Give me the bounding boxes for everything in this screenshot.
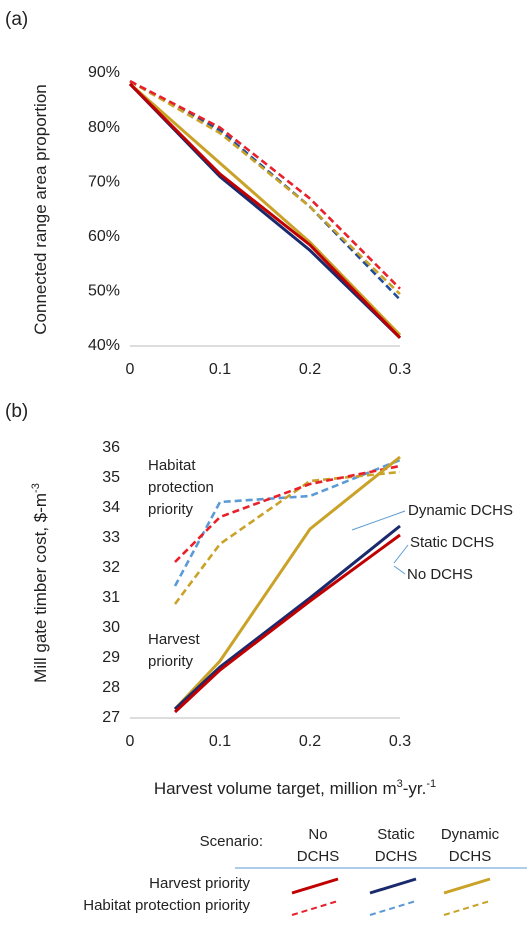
legend-swatch xyxy=(443,900,491,916)
series-line xyxy=(173,533,401,714)
label-part: Harvest volume target, million m xyxy=(154,779,397,798)
series-line xyxy=(128,82,402,339)
superscript: -1 xyxy=(426,778,436,790)
annotation: Habitat xyxy=(148,457,196,474)
y-tick-label: 27 xyxy=(102,709,120,726)
y-tick-label: 60% xyxy=(88,228,120,245)
legend-swatch xyxy=(291,877,339,895)
x-tick-label: 0 xyxy=(126,361,135,378)
series-line xyxy=(129,82,402,337)
series-line xyxy=(173,470,401,605)
y-axis-label: Connected range area proportion xyxy=(31,84,50,334)
series-line xyxy=(173,458,401,587)
y-tick-label: 29 xyxy=(102,649,120,666)
x-tick-label: 0.2 xyxy=(299,733,321,750)
y-tick-label: 34 xyxy=(102,499,120,516)
y-tick-label: 70% xyxy=(88,173,120,190)
y-tick-label: 40% xyxy=(88,337,120,354)
y-tick-label: 35 xyxy=(102,469,120,486)
series-line xyxy=(129,80,401,296)
legend-row: Habitat protection priority xyxy=(83,897,250,914)
y-tick-label: 30 xyxy=(102,619,120,636)
x-axis-label: Harvest volume target, million m3-yr.-1 xyxy=(154,778,436,799)
annotation: priority xyxy=(148,501,194,518)
label-part: Connected range area proportion xyxy=(31,84,50,334)
legend-column: Dynamic xyxy=(441,826,500,843)
x-tick-label: 0.2 xyxy=(299,361,321,378)
legend-swatch xyxy=(443,877,491,895)
legend-swatch xyxy=(369,877,417,895)
legend-column: DCHS xyxy=(449,848,492,865)
y-tick-label: 80% xyxy=(88,119,120,136)
annotation: Harvest xyxy=(148,631,201,648)
y-tick-label: 28 xyxy=(102,679,120,696)
label-part: -yr. xyxy=(403,779,427,798)
superscript: 3 xyxy=(397,778,403,790)
series-line xyxy=(129,80,401,290)
annotation: protection xyxy=(148,479,214,496)
y-tick-label: 50% xyxy=(88,283,120,300)
label-part: Mill gate timber cost, $-m xyxy=(31,493,50,683)
legend-column: DCHS xyxy=(297,848,340,865)
annotation: Dynamic DCHS xyxy=(408,502,513,519)
annotation: priority xyxy=(148,653,194,670)
legend-row: Harvest priority xyxy=(149,875,250,892)
y-axis-label: Mill gate timber cost, $-m-3 xyxy=(30,483,51,683)
legend-column: Static xyxy=(377,826,415,843)
y-tick-label: 36 xyxy=(102,439,120,456)
x-tick-label: 0.3 xyxy=(389,733,411,750)
series-line xyxy=(129,80,401,301)
legend-column: No xyxy=(308,826,327,843)
panel-label: (b) xyxy=(5,401,28,422)
x-tick-label: 0.3 xyxy=(389,361,411,378)
leader-line xyxy=(351,510,406,531)
series-line xyxy=(173,455,401,711)
leader-line xyxy=(393,544,409,564)
x-tick-label: 0.1 xyxy=(209,733,231,750)
y-tick-label: 33 xyxy=(102,529,120,546)
annotation: Static DCHS xyxy=(410,534,494,551)
legend-title: Scenario: xyxy=(200,833,263,850)
legend-swatch xyxy=(369,900,417,916)
x-tick-label: 0.1 xyxy=(209,361,231,378)
y-tick-label: 31 xyxy=(102,589,120,606)
y-tick-label: 32 xyxy=(102,559,120,576)
series-line xyxy=(173,524,401,711)
series-line xyxy=(174,464,401,563)
x-tick-label: 0 xyxy=(126,733,135,750)
annotation: No DCHS xyxy=(407,566,473,583)
superscript: -3 xyxy=(30,483,42,493)
legend-swatch xyxy=(291,900,339,916)
legend-column: DCHS xyxy=(375,848,418,865)
leader-line xyxy=(393,565,406,575)
y-tick-label: 90% xyxy=(88,64,120,81)
panel-label: (a) xyxy=(5,9,28,30)
